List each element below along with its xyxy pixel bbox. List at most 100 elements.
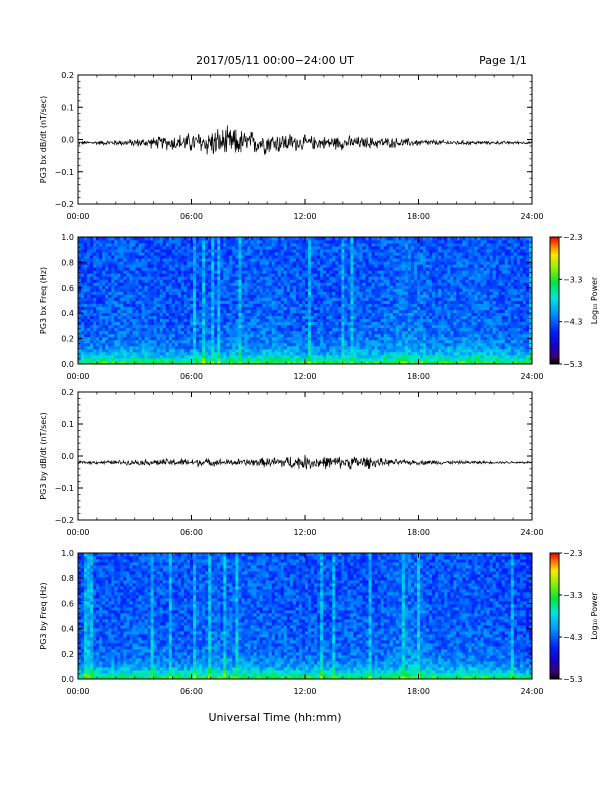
heatmap-cell [223, 240, 226, 243]
heatmap-cell [108, 261, 111, 264]
heatmap-cell [260, 291, 263, 294]
heatmap-cell [220, 237, 223, 240]
heatmap-cell [299, 258, 302, 261]
heatmap-cell [378, 267, 381, 270]
heatmap-cell [123, 258, 126, 261]
heatmap-cell [338, 301, 341, 304]
heatmap-cell [254, 249, 257, 252]
heatmap-cell [254, 346, 257, 349]
heatmap-cell [426, 285, 429, 288]
heatmap-cell [257, 337, 260, 340]
heatmap-cell [320, 301, 323, 304]
heatmap-cell [139, 316, 142, 319]
heatmap-cell [366, 285, 369, 288]
heatmap-cell [335, 355, 338, 358]
heatmap-cell [117, 346, 120, 349]
heatmap-cell [111, 310, 114, 313]
heatmap-cell [226, 310, 229, 313]
heatmap-cell [160, 276, 163, 279]
heatmap-cell [281, 310, 284, 313]
heatmap-cell [111, 322, 114, 325]
heatmap-cell [202, 237, 205, 240]
heatmap-cell [160, 288, 163, 291]
heatmap-cell [423, 316, 426, 319]
heatmap-cell [314, 285, 317, 288]
heatmap-cell [266, 301, 269, 304]
heatmap-cell [269, 334, 272, 337]
heatmap-cell [341, 294, 344, 297]
heatmap-cell [372, 358, 375, 361]
heatmap-cell [402, 322, 405, 325]
heatmap-cell [260, 331, 263, 334]
heatmap-cell [329, 334, 332, 337]
heatmap-cell [378, 249, 381, 252]
heatmap-cell [363, 282, 366, 285]
heatmap-cell [235, 355, 238, 358]
heatmap-cell [408, 325, 411, 328]
heatmap-cell [205, 279, 208, 282]
heatmap-cell [335, 313, 338, 316]
heatmap-cell [263, 294, 266, 297]
heatmap-cell [296, 252, 299, 255]
heatmap-cell [402, 273, 405, 276]
heatmap-cell [347, 261, 350, 264]
heatmap-cell [284, 331, 287, 334]
heatmap-cell [266, 355, 269, 358]
heatmap-cell [290, 279, 293, 282]
heatmap-cell [332, 304, 335, 307]
heatmap-cell [408, 255, 411, 258]
heatmap-cell [199, 304, 202, 307]
heatmap-cell [157, 246, 160, 249]
heatmap-cell [211, 322, 214, 325]
heatmap-cell [105, 328, 108, 331]
heatmap-cell [84, 328, 87, 331]
heatmap-cell [108, 240, 111, 243]
heatmap-cell [244, 243, 247, 246]
heatmap-cell [154, 310, 157, 313]
heatmap-cell [332, 301, 335, 304]
heatmap-cell [175, 258, 178, 261]
heatmap-cell [384, 331, 387, 334]
heatmap-cell [142, 304, 145, 307]
heatmap-cell [387, 355, 390, 358]
heatmap-cell [323, 310, 326, 313]
heatmap-cell [378, 304, 381, 307]
heatmap-cell [320, 310, 323, 313]
heatmap-cell [299, 255, 302, 258]
heatmap-cell [390, 273, 393, 276]
heatmap-cell [117, 349, 120, 352]
heatmap-cell [151, 285, 154, 288]
heatmap-cell [226, 307, 229, 310]
heatmap-cell [405, 255, 408, 258]
heatmap-cell [387, 255, 390, 258]
heatmap-cell [190, 246, 193, 249]
heatmap-cell [199, 249, 202, 252]
heatmap-cell [281, 352, 284, 355]
heatmap-cell [405, 349, 408, 352]
heatmap-cell [163, 304, 166, 307]
heatmap-cell [263, 352, 266, 355]
heatmap-cell [408, 304, 411, 307]
heatmap-cell [353, 291, 356, 294]
heatmap-cell [417, 258, 420, 261]
heatmap-cell [272, 304, 275, 307]
heatmap-cell [426, 337, 429, 340]
heatmap-cell [238, 337, 241, 340]
heatmap-cell [263, 322, 266, 325]
heatmap-cell [296, 328, 299, 331]
heatmap-cell [369, 252, 372, 255]
heatmap-cell [145, 334, 148, 337]
heatmap-cell [214, 346, 217, 349]
heatmap-cell [381, 267, 384, 270]
heatmap-cell [154, 258, 157, 261]
heatmap-cell [278, 282, 281, 285]
heatmap-cell [114, 343, 117, 346]
heatmap-cell [356, 276, 359, 279]
heatmap-cell [287, 349, 290, 352]
heatmap-cell [402, 310, 405, 313]
heatmap-cell [90, 352, 93, 355]
heatmap-cell [390, 243, 393, 246]
heatmap-cell [266, 310, 269, 313]
heatmap-cell [381, 288, 384, 291]
heatmap-cell [396, 301, 399, 304]
